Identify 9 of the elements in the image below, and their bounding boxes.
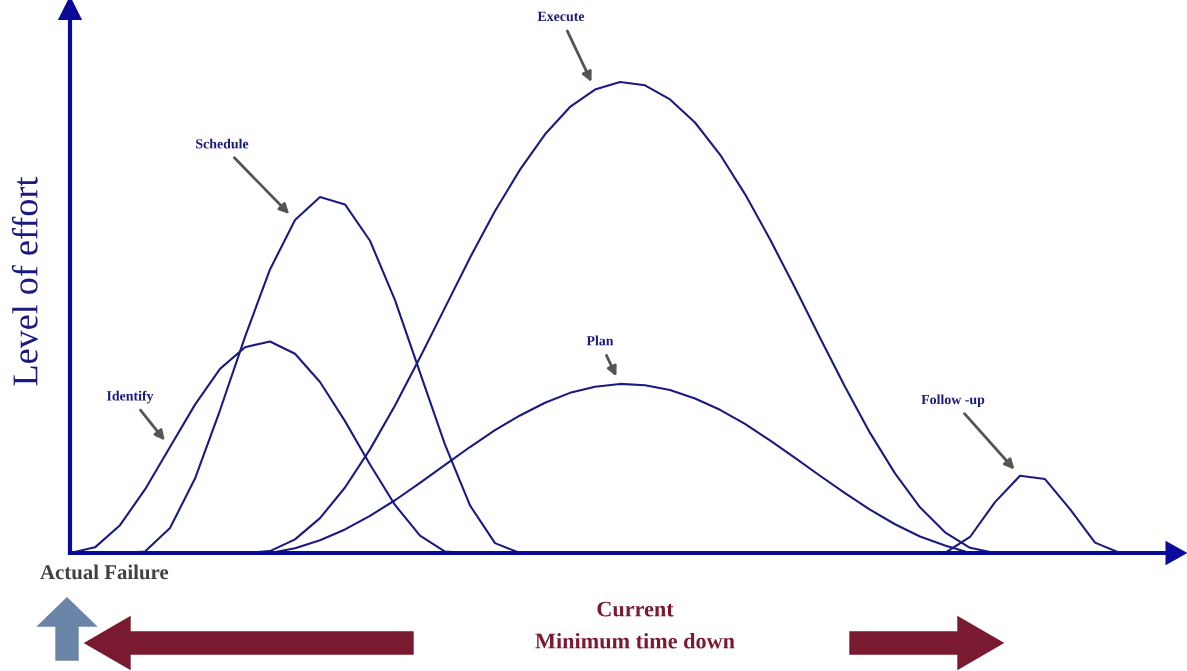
text: Follow -up	[921, 394, 985, 408]
text: Current	[597, 601, 674, 617]
text: Schedule	[196, 138, 249, 149]
text: Plan	[586, 335, 614, 346]
y-axis-title: Level of effort	[11, 176, 38, 386]
text: Execute	[537, 11, 585, 22]
text: Minimum time down	[535, 632, 735, 649]
text: Identify	[106, 390, 154, 404]
text: Actual Failure	[40, 564, 169, 580]
